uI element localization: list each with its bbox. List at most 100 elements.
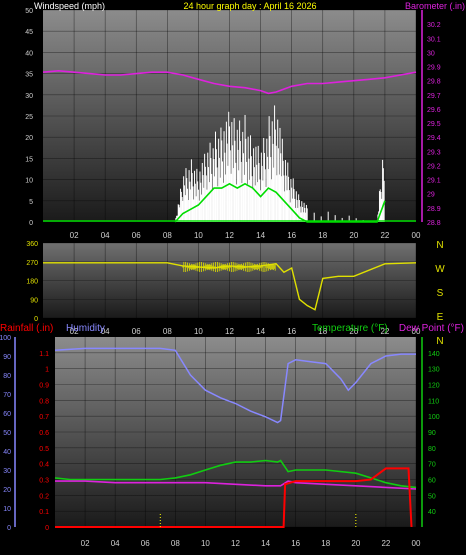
temp-x-tick: 20 (351, 539, 360, 548)
wind-x-tick: 22 (380, 231, 389, 240)
direction-y-tick: 360 (26, 241, 38, 248)
temperature-axis-title: Temperature (°F) (312, 323, 388, 334)
temp-x-tick: 14 (261, 539, 270, 548)
direction-y-tick: 270 (26, 260, 38, 267)
humidity-y-tick: 80 (3, 373, 11, 380)
rain-y-tick: 0.7 (39, 414, 49, 421)
humidity-line (54, 347, 416, 424)
direction-x-tick: 00 (412, 327, 421, 336)
compass-label: S (437, 288, 444, 299)
direction-x-tick: 20 (349, 327, 358, 336)
temp-y-tick: 140 (428, 351, 440, 358)
rain-y-tick: 0.4 (39, 462, 49, 469)
direction-x-tick: 04 (101, 327, 110, 336)
humidity-y-tick: 10 (3, 506, 11, 513)
direction-x-tick: 10 (194, 327, 203, 336)
humidity-y-tick: 20 (3, 487, 11, 494)
barometer-y-tick: 28.8 (427, 220, 441, 227)
temp-y-tick: 90 (428, 430, 436, 437)
direction-y-tick: 0 (34, 316, 38, 323)
barometer-y-tick: 29.9 (427, 65, 441, 72)
wind-y-tick: 40 (25, 50, 33, 57)
wind-y-tick: 50 (25, 8, 33, 15)
rainfall-line (55, 467, 413, 528)
temp-y-tick: 110 (428, 398, 439, 405)
wind-x-tick: 00 (412, 231, 421, 240)
temp-x-tick: 06 (141, 539, 150, 548)
humidity-y-tick: 90 (3, 354, 11, 361)
compass-label: N (436, 336, 443, 347)
humidity-axis-title: Humidity (66, 323, 105, 334)
rain-y-tick: 0.2 (39, 493, 49, 500)
rain-y-tick: 0.9 (39, 383, 49, 390)
temp-x-tick: 08 (171, 539, 180, 548)
temperature-line (54, 459, 417, 489)
graph-title: 24 hour graph day : April 16 2026 (183, 1, 316, 11)
temp-y-tick: 80 (428, 446, 436, 453)
wind-y-tick: 10 (25, 178, 33, 185)
rainfall-axis-title: Rainfall (.in) (0, 323, 53, 334)
wind-y-tick: 15 (25, 156, 33, 163)
wind-y-tick: 5 (29, 199, 33, 206)
barometer-y-tick: 29.3 (427, 149, 441, 156)
humidity-y-tick: 50 (3, 430, 11, 437)
wind-x-tick: 18 (318, 231, 327, 240)
compass-label: E (437, 312, 444, 323)
temp-x-tick: 04 (111, 539, 120, 548)
barometer-y-tick: 29.1 (427, 178, 441, 185)
wind-y-tick: 35 (25, 72, 33, 79)
wind-y-tick: 45 (25, 29, 33, 36)
rain-y-tick: 0 (45, 525, 49, 532)
direction-y-tick: 180 (26, 279, 38, 286)
temp-y-tick: 70 (428, 462, 436, 469)
wind-x-tick: 10 (194, 231, 203, 240)
temp-y-tick: 50 (428, 493, 436, 500)
wind-axis-title: Windspeed (mph) (34, 1, 105, 11)
humidity-y-tick: 0 (7, 525, 11, 532)
direction-x-tick: 06 (132, 327, 141, 336)
humidity-y-tick: 70 (3, 392, 11, 399)
rain-y-tick: 0.8 (39, 398, 49, 405)
wind-x-tick: 02 (70, 231, 79, 240)
compass-label: N (436, 240, 443, 251)
barometer-y-tick: 29.4 (427, 135, 441, 142)
wind-y-tick: 30 (25, 93, 33, 100)
direction-x-tick: 02 (70, 327, 79, 336)
wind-x-tick: 06 (132, 231, 141, 240)
temp-x-tick: 10 (201, 539, 210, 548)
temp-x-tick: 16 (291, 539, 300, 548)
direction-x-tick: 12 (225, 327, 234, 336)
direction-x-tick: 08 (163, 327, 172, 336)
wind-y-tick: 20 (25, 135, 33, 142)
wind-x-tick: 20 (349, 231, 358, 240)
humidity-y-tick: 40 (3, 449, 11, 456)
rain-y-tick: 1.1 (39, 351, 49, 358)
temp-x-tick: 18 (321, 539, 330, 548)
dewpoint-axis-title: Dew Point (°F) (399, 323, 464, 334)
temp-x-tick: 02 (81, 539, 90, 548)
temp-x-tick: 00 (412, 539, 421, 548)
barometer-axis-title: Barometer (.in) (405, 1, 465, 11)
rain-y-tick: 0.3 (39, 478, 49, 485)
temp-y-tick: 40 (428, 509, 436, 516)
direction-x-tick: 18 (318, 327, 327, 336)
barometer-y-tick: 29.6 (427, 107, 441, 114)
temp-y-tick: 120 (428, 383, 440, 390)
barometer-y-tick: 30.2 (427, 22, 441, 29)
wind-x-tick: 16 (287, 231, 296, 240)
barometer-y-tick: 28.9 (427, 206, 441, 213)
direction-x-tick: 16 (287, 327, 296, 336)
rain-y-tick: 1 (45, 367, 49, 374)
barometer-y-tick: 29.7 (427, 93, 441, 100)
wind-y-tick: 25 (25, 114, 33, 121)
dewpoint-line (55, 480, 417, 490)
barometer-line (42, 69, 417, 95)
barometer-y-tick: 29.8 (427, 79, 441, 86)
temp-y-tick: 60 (428, 478, 436, 485)
humidity-y-tick: 100 (0, 335, 11, 342)
humidity-y-tick: 30 (3, 468, 11, 475)
wind-x-tick: 14 (256, 231, 265, 240)
temp-y-tick: 100 (428, 414, 440, 421)
